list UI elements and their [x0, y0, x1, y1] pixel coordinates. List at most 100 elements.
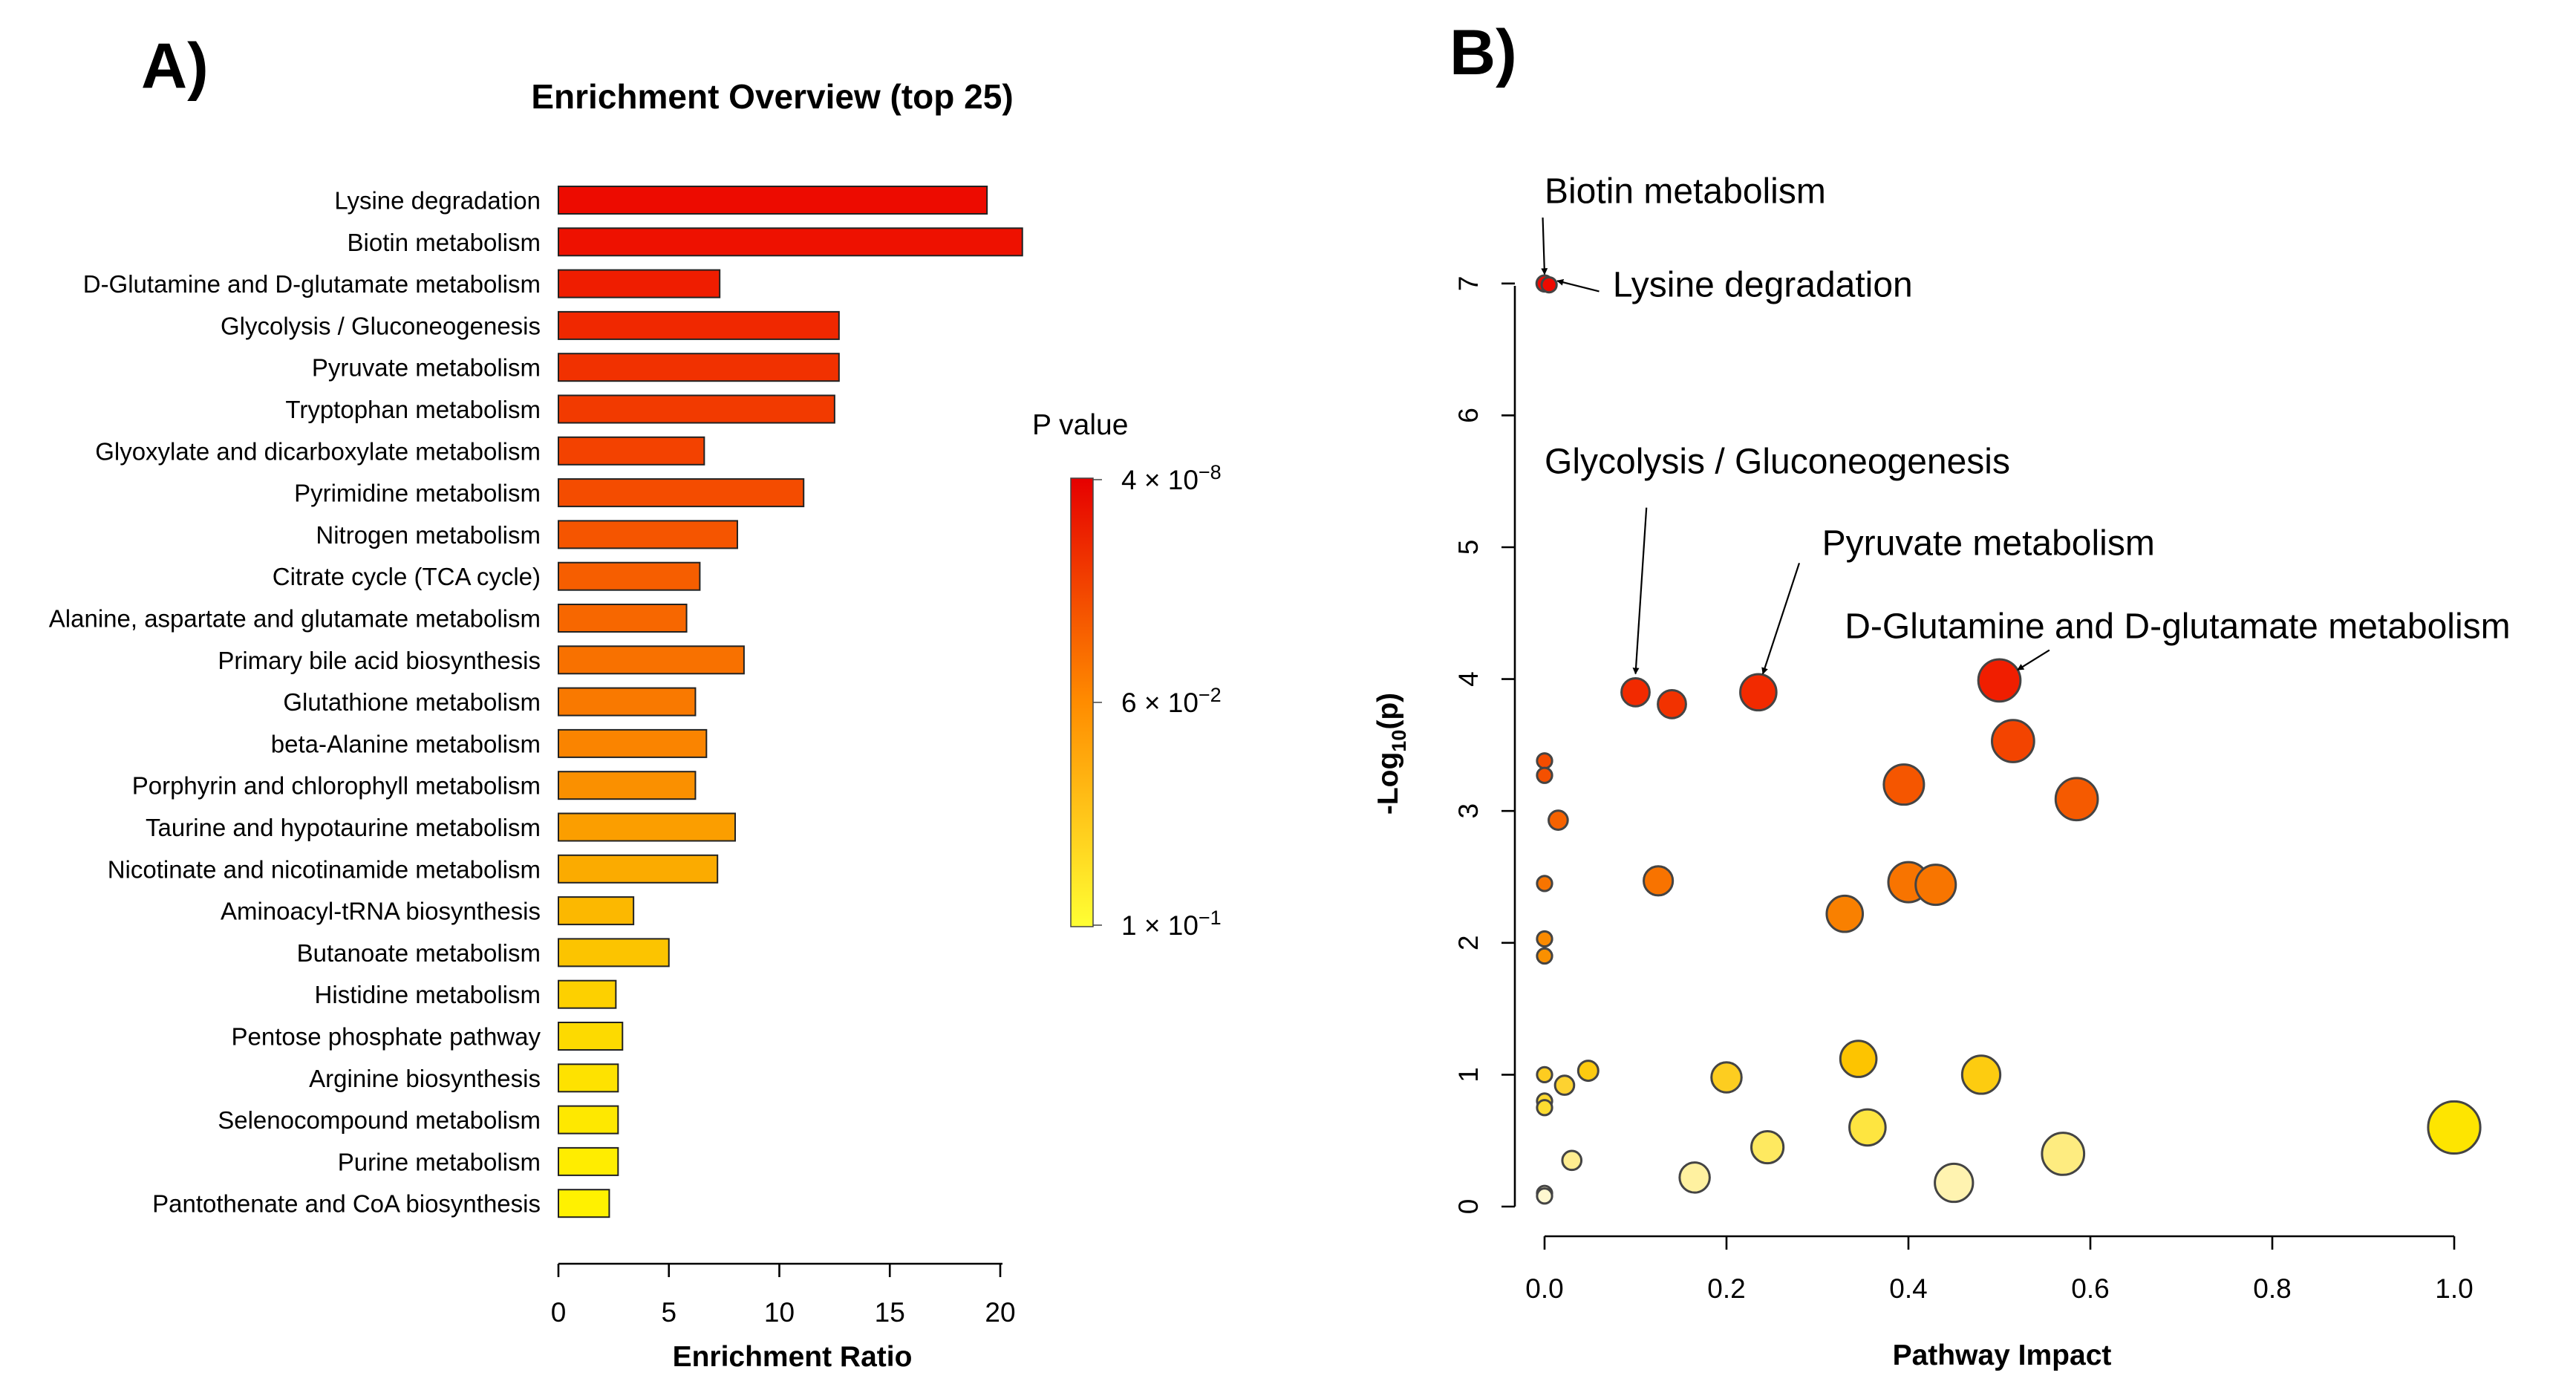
- category-labels: Lysine degradation Biotin metabolism D-Glu…: [49, 187, 541, 1218]
- annotation-arrow: [1556, 278, 1600, 293]
- scatter-point: [1643, 865, 1675, 897]
- category-label: Nitrogen metabolism: [316, 521, 541, 549]
- annotation-label: Biotin metabolism: [1545, 172, 1826, 211]
- scatter-point: [1825, 894, 1865, 933]
- scatter-point: [1620, 676, 1651, 708]
- scatter-x-tick-label: 0.4: [1889, 1273, 1927, 1304]
- bar: [558, 938, 670, 967]
- category-label: Citrate cycle (TCA cycle): [273, 563, 541, 590]
- scatter-point: [1934, 1162, 1975, 1204]
- bar: [558, 1022, 624, 1051]
- scatter-point: [2054, 777, 2099, 822]
- panel-b-label: B): [1450, 17, 1517, 88]
- scatter-point: [1576, 1060, 1600, 1083]
- scatter-point: [1839, 1040, 1878, 1078]
- category-label: Primary bile acid biosynthesis: [218, 647, 541, 674]
- bar: [558, 812, 736, 842]
- scatter-x-tick-label: 0.0: [1525, 1273, 1563, 1304]
- bar: [558, 353, 840, 382]
- category-label: Glutathione metabolism: [283, 688, 541, 716]
- bar: [558, 478, 805, 508]
- bar-x-axis: 0 5 10 15 20: [551, 1262, 1016, 1328]
- scatter-point: [1561, 1149, 1583, 1172]
- scatter-point: [2041, 1132, 2086, 1176]
- scatter-y-axis-title: -Log10(p): [1372, 693, 1410, 815]
- category-label: Lysine degradation: [334, 187, 541, 215]
- bar-x-tick-label: 10: [764, 1297, 795, 1328]
- bar-series: [558, 186, 1023, 1218]
- category-label: Histidine metabolism: [315, 981, 541, 1008]
- scatter-point: [1536, 752, 1553, 770]
- bar-x-tick-label: 0: [551, 1297, 567, 1328]
- scatter-x-tick-label: 0.8: [2253, 1273, 2291, 1304]
- bar-chart-title: Enrichment Overview (top 25): [531, 77, 1013, 116]
- y-title-subscript: 10: [1388, 730, 1410, 752]
- bar: [558, 520, 738, 549]
- legend-tick-label: 4 × 10−8: [1121, 461, 1222, 495]
- category-label: Glycolysis / Gluconeogenesis: [221, 312, 541, 339]
- scatter-point: [1548, 809, 1569, 831]
- bar: [558, 1105, 619, 1135]
- bar: [558, 394, 835, 424]
- bar: [558, 896, 635, 926]
- scatter-x-tick-label: 0.6: [2071, 1273, 2109, 1304]
- annotation-label: Lysine degradation: [1613, 266, 1913, 305]
- bar: [558, 771, 697, 800]
- panel-a: A) Enrichment Overview (top 25) Lysine d…: [49, 30, 1222, 1373]
- category-label: Butanoate metabolism: [297, 939, 541, 967]
- category-label: beta-Alanine metabolism: [271, 730, 541, 757]
- annotation-arrow: [2017, 649, 2050, 671]
- annotation-label: Pyruvate metabolism: [1822, 524, 2155, 564]
- category-label: Selenocompound metabolism: [218, 1106, 541, 1134]
- scatter-y-tick-label: 6: [1453, 408, 1484, 423]
- bar: [558, 854, 719, 884]
- scatter-point: [1914, 864, 1957, 907]
- scatter-point: [1553, 1074, 1576, 1096]
- category-label: Aminoacyl-tRNA biosynthesis: [221, 898, 541, 925]
- category-label: Biotin metabolism: [348, 229, 541, 256]
- scatter-point: [1540, 275, 1558, 294]
- annotation-arrow: [1632, 507, 1648, 675]
- scatter-point: [2427, 1100, 2482, 1155]
- bar: [558, 1063, 619, 1093]
- legend-tick-label: 6 × 10−2: [1121, 684, 1222, 718]
- scatter-x-tick-label: 1.0: [2435, 1273, 2473, 1304]
- annotation-label: Glycolysis / Gluconeogenesis: [1545, 443, 2010, 482]
- scatter-point: [1536, 875, 1553, 892]
- category-label: Arginine biosynthesis: [309, 1065, 541, 1092]
- category-label: Pantothenate and CoA biosynthesis: [152, 1190, 541, 1218]
- scatter-y-tick-label: 7: [1453, 276, 1484, 292]
- scatter-point: [1536, 947, 1553, 965]
- scatter-x-tick-label: 0.2: [1707, 1273, 1745, 1304]
- scatter-point: [1536, 1065, 1553, 1084]
- category-label: Porphyrin and chlorophyll metabolism: [132, 772, 541, 800]
- legend-title: P value: [1032, 409, 1128, 441]
- category-label: Tryptophan metabolism: [285, 396, 541, 423]
- scatter-point: [1977, 658, 2022, 703]
- category-label: Pyrimidine metabolism: [294, 480, 541, 507]
- y-title-prefix: -Log: [1372, 752, 1404, 815]
- scatter-y-ticks: 0 1 2 3 4 5 6 7: [1453, 276, 1515, 1215]
- scatter-point: [1536, 766, 1553, 784]
- category-label: Nicotinate and nicotinamide metabolism: [108, 855, 541, 883]
- bar: [558, 227, 1023, 257]
- bar: [558, 687, 697, 717]
- category-label: D-Glutamine and D-glutamate metabolism: [83, 270, 541, 298]
- bar: [558, 728, 708, 758]
- scatter-point: [1536, 1099, 1553, 1117]
- scatter-y-tick-label: 3: [1453, 803, 1484, 819]
- scatter-point: [1750, 1129, 1785, 1165]
- annotation-arrow: [1761, 562, 1801, 675]
- bar: [558, 436, 705, 466]
- bar: [558, 561, 701, 591]
- category-label: Taurine and hypotaurine metabolism: [146, 814, 541, 841]
- scatter-point: [1882, 763, 1926, 806]
- scatter-axes: [1513, 286, 2454, 1238]
- scatter-points: [1535, 274, 2482, 1205]
- scatter-y-tick-label: 0: [1453, 1199, 1484, 1215]
- y-title-suffix: (p): [1372, 693, 1404, 730]
- legend-ticks: 4 × 10−8 6 × 10−2 1 × 10−1: [1093, 461, 1222, 941]
- category-label: Glyoxylate and dicarboxylate metabolism: [95, 437, 541, 465]
- panel-a-label: A): [141, 30, 209, 102]
- category-label: Pentose phosphate pathway: [232, 1023, 541, 1051]
